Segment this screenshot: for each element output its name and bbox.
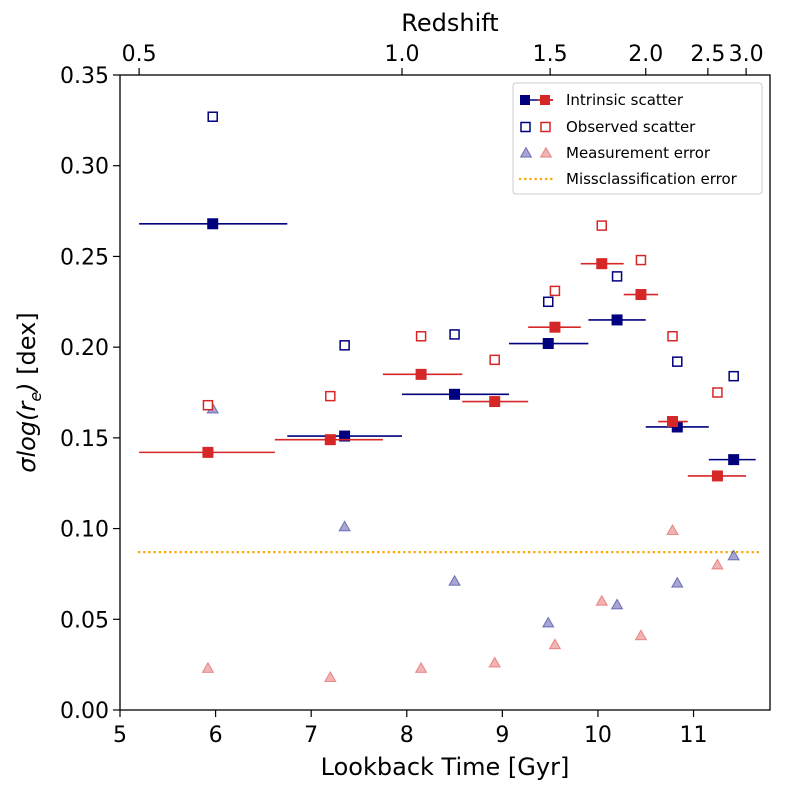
intrinsic-scatter-point (728, 454, 740, 466)
x-tick-label: 11 (680, 723, 708, 748)
top-x-axis-title: Redshift (401, 9, 498, 37)
intrinsic-scatter-point (711, 470, 723, 482)
top-x-axis: 0.5 1.0 1.5 2.0 2.5 3.0 (122, 42, 764, 75)
intrinsic-scatter-point (339, 430, 351, 442)
measurement-error-point (610, 598, 624, 610)
x-tick-label: 8 (400, 723, 414, 748)
observed-scatter-point (202, 399, 214, 411)
observed-scatter-point (728, 370, 739, 382)
measurement-error-point (414, 661, 428, 673)
intrinsic-scatter-point (202, 446, 214, 458)
legend-entry: Intrinsic scatter (520, 91, 684, 109)
y-tick-label: 0.20 (60, 336, 109, 361)
legend-label: Missclassification error (566, 170, 738, 188)
measurement-error-point (666, 523, 679, 536)
measurement-error-point (595, 594, 609, 606)
x-tick-label: 5 (113, 723, 127, 748)
legend-marker-navy (519, 146, 533, 158)
intrinsic-scatter-point (549, 321, 561, 333)
top-x-tick-label: 2.0 (628, 42, 663, 67)
measurement-error-point (727, 549, 741, 561)
observed-scatter-point (449, 329, 460, 340)
observed-scatter-point (672, 356, 683, 367)
x-tick-label: 6 (209, 723, 223, 748)
top-x-tick-label: 3.0 (729, 42, 764, 67)
measurement-error-point (548, 638, 562, 650)
intrinsic-scatter-point (542, 338, 554, 350)
measurement-error-point (323, 670, 337, 682)
top-x-tick-label: 0.5 (122, 42, 157, 67)
intrinsic-scatter-point (449, 388, 461, 400)
intrinsic-scatter-point (489, 396, 501, 408)
legend-marker-navy (520, 121, 531, 133)
x-tick-label: 10 (584, 723, 612, 748)
legend-marker-red (539, 146, 553, 158)
y-tick-label: 0.05 (60, 608, 109, 633)
intrinsic-scatter-point (415, 368, 427, 380)
top-x-tick-label: 2.5 (690, 42, 725, 67)
series-navy (139, 111, 756, 628)
legend-entry: Observed scatter (520, 118, 696, 136)
legend: Intrinsic scatter Observed scatter Measure… (512, 82, 763, 195)
y-axis: 0.00 0.05 0.10 0.15 0.20 0.25 0.30 0.35 (60, 64, 120, 724)
observed-scatter-point (207, 111, 218, 122)
observed-scatter-point (339, 340, 350, 351)
measurement-error-point (670, 576, 684, 588)
top-x-tick-label: 1.0 (384, 42, 419, 67)
series-red (139, 220, 747, 682)
observed-scatter-point (549, 285, 561, 297)
legend-label: Observed scatter (566, 118, 696, 136)
legend-entry: Missclassification error (519, 170, 738, 188)
y-tick-label: 0.25 (60, 245, 109, 270)
observed-scatter-point (542, 296, 554, 308)
intrinsic-scatter-point (207, 218, 219, 230)
legend-label: Intrinsic scatter (566, 91, 684, 109)
bottom-x-axis: 5 6 7 8 9 10 11 (113, 710, 708, 748)
legend-marker-red (540, 95, 550, 105)
measurement-error-point (338, 520, 351, 532)
measurement-error-point (634, 629, 648, 641)
intrinsic-scatter-point (611, 314, 623, 326)
legend-marker-red (540, 121, 551, 133)
x-axis-title: Lookback Time [Gyr] (321, 753, 570, 781)
y-tick-label: 0.10 (60, 518, 109, 543)
observed-scatter-point (667, 331, 678, 342)
measurement-error-point (448, 574, 461, 586)
y-tick-label: 0.35 (60, 64, 109, 89)
observed-scatter-point (596, 220, 608, 231)
legend-box (512, 82, 763, 195)
intrinsic-scatter-point (324, 434, 336, 446)
measurement-error-point (711, 558, 724, 570)
measurement-error-point (488, 656, 502, 668)
plot-frame (119, 74, 771, 711)
observed-scatter-point (415, 331, 427, 342)
measurement-error-point (541, 616, 555, 628)
observed-scatter-point (611, 271, 623, 282)
legend-entry: Measurement error (519, 144, 711, 162)
legend-marker-navy (520, 95, 530, 105)
y-axis-title: σlog(re) [dex] (13, 312, 45, 472)
observed-scatter-point (325, 390, 336, 402)
y-tick-label: 0.15 (60, 427, 109, 452)
intrinsic-scatter-point (596, 258, 608, 270)
y-tick-label: 0.30 (60, 155, 109, 180)
intrinsic-scatter-point (667, 416, 678, 428)
x-tick-label: 7 (304, 723, 318, 748)
observed-scatter-point (489, 354, 500, 366)
y-tick-label: 0.00 (60, 699, 109, 724)
top-x-tick-label: 1.5 (533, 42, 568, 67)
plot-content (138, 111, 760, 682)
intrinsic-scatter-point (635, 289, 647, 301)
x-tick-label: 9 (495, 723, 509, 748)
observed-scatter-point (712, 387, 723, 398)
observed-scatter-point (635, 254, 647, 266)
legend-label: Measurement error (566, 144, 711, 162)
measurement-error-point (201, 661, 215, 673)
